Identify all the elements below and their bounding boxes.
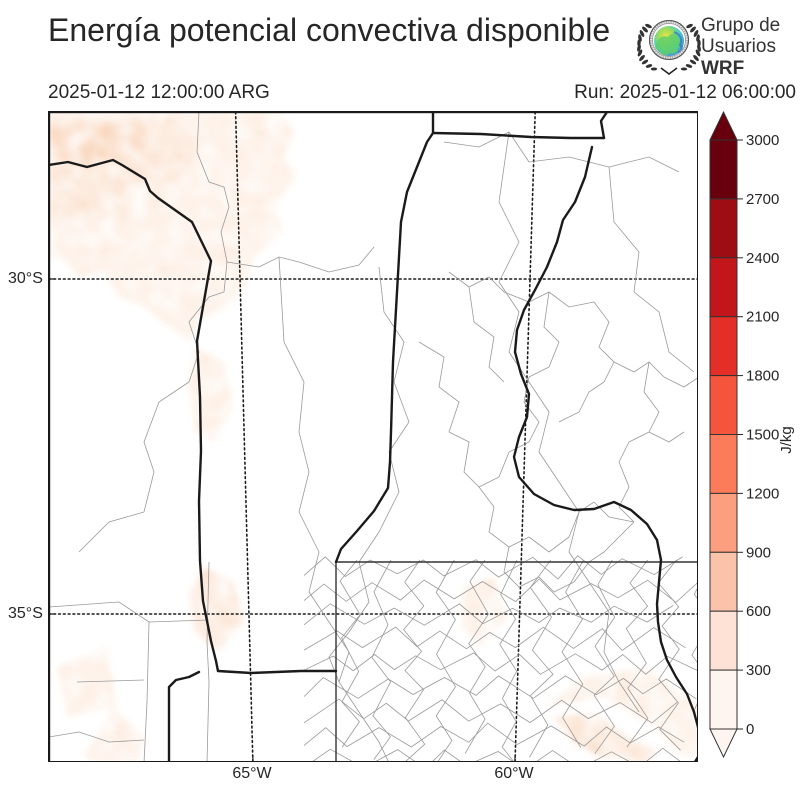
svg-text:600: 600: [746, 603, 771, 620]
svg-text:1200: 1200: [746, 485, 779, 502]
svg-text:900: 900: [746, 544, 771, 561]
svg-text:300: 300: [746, 662, 771, 679]
svg-text:0: 0: [746, 721, 754, 738]
svg-text:3000: 3000: [746, 132, 779, 149]
svg-text:2400: 2400: [746, 250, 779, 267]
svg-text:1500: 1500: [746, 427, 779, 444]
svg-text:J/kg: J/kg: [778, 426, 795, 454]
svg-text:2100: 2100: [746, 309, 779, 326]
svg-text:2700: 2700: [746, 191, 779, 208]
svg-text:1800: 1800: [746, 368, 779, 385]
